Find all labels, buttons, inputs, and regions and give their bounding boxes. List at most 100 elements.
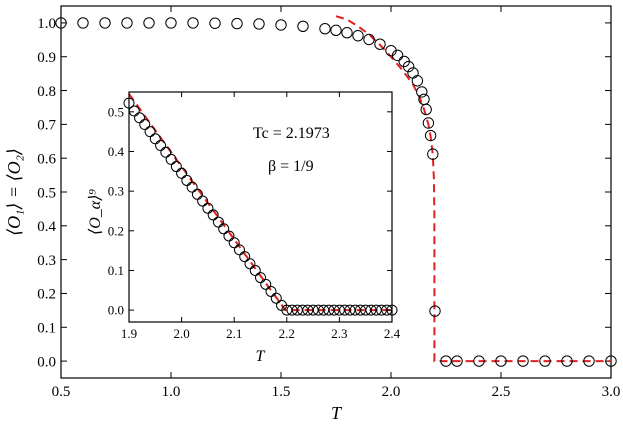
main-y-tick-label: 0.2 — [37, 287, 56, 303]
inset-ticks — [128, 92, 393, 322]
main-data-point — [605, 355, 617, 367]
inset-data-point — [223, 230, 235, 242]
inset-data-point — [144, 126, 156, 138]
main-data-point — [99, 17, 111, 29]
inset-data-point — [318, 304, 330, 316]
main-data-point — [451, 355, 463, 367]
main-data-point — [420, 103, 432, 116]
inset-data-point — [354, 304, 366, 316]
inset-y-tick-label: 0.4 — [108, 144, 125, 159]
inset-x-tick-label: 2.4 — [384, 326, 401, 341]
inset-data-point — [160, 146, 172, 158]
main-data-point — [495, 355, 507, 367]
main-data-point — [352, 30, 364, 42]
inset-data-point — [339, 304, 351, 316]
inset-data-point — [239, 251, 251, 263]
inset-data-point — [165, 153, 177, 165]
inset-data-point — [202, 202, 214, 214]
inset-x-tick-label: 2.2 — [279, 326, 295, 341]
main-data-point — [209, 17, 221, 29]
main-data-point — [121, 17, 133, 29]
inset-data-point — [212, 216, 224, 228]
main-data-point — [341, 27, 353, 39]
main-y-tick-label: 0.7 — [37, 118, 56, 134]
inset-plot-frame — [128, 91, 393, 323]
main-y-tick-label: 0.5 — [37, 185, 56, 201]
inset-data-point — [197, 195, 209, 207]
main-data-point — [231, 17, 243, 30]
inset-data-point — [370, 304, 382, 316]
inset-data-point — [176, 167, 188, 179]
inset-data-point — [312, 304, 324, 316]
main-data-point — [275, 19, 287, 31]
inset-x-tick-label: 2.0 — [173, 326, 189, 341]
main-data-point — [517, 355, 529, 367]
main-data-point — [561, 355, 573, 367]
inset-data-point — [307, 304, 319, 316]
inset-data-point — [191, 188, 203, 200]
main-data-point — [427, 148, 439, 160]
main-data-point — [583, 355, 595, 367]
inset-y-tick-label: 0.0 — [108, 303, 124, 318]
inset-y-tick-label: 0.3 — [108, 184, 124, 199]
inset-data-point — [186, 181, 198, 193]
main-x-tick-label: 2.0 — [382, 384, 401, 400]
main-fit-line — [335, 15, 611, 363]
main-data-point — [297, 20, 309, 32]
inset-tick-labels: 1.9 2.0 2.1 2.2 2.3 2.4 0.0 0.1 0.2 0.3 0.4 0.5 — [108, 104, 401, 341]
main-y-tick-label: 0.8 — [37, 84, 56, 100]
main-x-tick-label: 3.0 — [602, 384, 621, 400]
main-y-tick-label: 0.9 — [37, 50, 56, 66]
inset-data-point — [255, 272, 266, 284]
inset-data-point — [328, 304, 340, 316]
inset-data-point — [349, 304, 361, 316]
main-data-point — [473, 355, 485, 367]
main-y-tick-label: 0.1 — [37, 321, 56, 337]
main-y-tick-label: 0.3 — [37, 253, 56, 269]
main-data-point — [539, 355, 551, 367]
inset-data-point — [170, 161, 182, 173]
main-x-tick-label: 1.5 — [272, 384, 291, 400]
inset-data-point — [228, 237, 240, 249]
main-plot: 0.5 1.0 1.5 2.0 2.5 3.0 0.0 0.1 0.2 0.3 0.4 0.5 0.6 0… — [4, 5, 620, 423]
main-data-point — [374, 38, 386, 50]
inset-fit-line — [128, 93, 392, 312]
main-y-tick-label: 0.4 — [37, 219, 56, 235]
inset-data-point — [365, 304, 377, 316]
main-data-point — [440, 355, 452, 367]
main-series — [55, 15, 617, 367]
inset-data-point — [270, 292, 282, 304]
main-data-point — [363, 33, 375, 46]
inset-data-point — [302, 304, 314, 316]
main-data-point — [411, 75, 424, 87]
main-data-point — [424, 129, 437, 142]
inset-data-point — [244, 258, 256, 270]
inset-data-point — [291, 304, 303, 316]
inset-plot: 1.9 2.0 2.1 2.2 2.3 2.4 0.0 0.1 0.2 0.3 0.4 0.5 T ⟨… — [87, 91, 401, 365]
inset-y-axis-label: ⟨O_α⟩⁹ — [87, 189, 104, 235]
inset-data-point — [139, 119, 151, 131]
beta-annotation: β = 1/9 — [268, 158, 314, 175]
inset-y-tick-label: 0.1 — [108, 263, 124, 278]
main-y-tick-label: 0.6 — [37, 151, 56, 167]
inset-x-tick-label: 2.1 — [226, 326, 242, 341]
inset-data-point — [207, 209, 219, 221]
main-tick-labels: 0.5 1.0 1.5 2.0 2.5 3.0 0.0 0.1 0.2 0.3 0.4 0.5 0.6 0… — [37, 16, 620, 400]
inset-y-tick-label: 0.5 — [108, 104, 124, 119]
inset-data-point — [323, 304, 335, 316]
inset-data-point — [249, 264, 261, 276]
main-data-point — [422, 117, 435, 129]
inset-x-axis-label: T — [256, 348, 266, 365]
inset-data-point — [233, 244, 245, 256]
inset-series — [123, 93, 398, 316]
main-data-point — [55, 17, 67, 29]
inset-data-point — [265, 285, 277, 297]
main-data-point — [416, 86, 428, 98]
main-y-tick-label: 0.0 — [37, 354, 56, 370]
inset-data-point — [155, 140, 167, 152]
inset-data-point — [218, 223, 230, 235]
main-data-point — [143, 17, 155, 29]
main-x-axis-label: T — [331, 403, 343, 423]
main-ticks — [60, 6, 612, 378]
main-data-point — [429, 305, 441, 317]
